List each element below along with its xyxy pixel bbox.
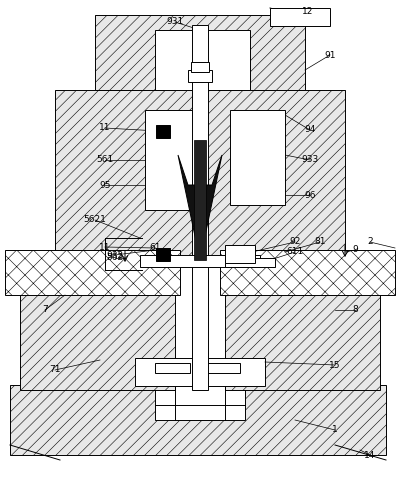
Text: 61: 61 (149, 243, 161, 252)
Text: 15: 15 (329, 360, 341, 370)
Bar (10, 385, 386, 455)
Bar (145, 110, 195, 210)
Bar (191, 62, 209, 72)
Bar (270, 8, 330, 26)
Bar (95, 15, 305, 90)
Bar (155, 30, 250, 90)
Text: 7: 7 (42, 305, 48, 314)
Text: 6: 6 (155, 255, 161, 264)
Bar (155, 385, 245, 420)
Bar (230, 110, 285, 205)
Bar (135, 358, 265, 386)
Text: 92: 92 (289, 238, 301, 247)
Bar (140, 255, 260, 267)
Polygon shape (178, 155, 222, 260)
Text: 91: 91 (324, 50, 336, 60)
Text: 94: 94 (304, 125, 316, 134)
Bar (20, 255, 175, 390)
Text: 8: 8 (352, 305, 358, 314)
Text: 71: 71 (49, 365, 61, 374)
Bar (194, 140, 206, 260)
Text: 95: 95 (99, 180, 111, 190)
Text: 562: 562 (107, 253, 124, 263)
Text: 96: 96 (304, 191, 316, 200)
Bar (5, 250, 180, 295)
Bar (156, 125, 170, 138)
Text: 931: 931 (166, 17, 184, 26)
Bar (225, 245, 255, 263)
Text: 611: 611 (286, 248, 304, 256)
Text: 12: 12 (302, 8, 314, 16)
Text: 932: 932 (107, 251, 124, 260)
Text: 81: 81 (314, 238, 326, 247)
Text: 11: 11 (99, 242, 111, 252)
Text: 1: 1 (332, 425, 338, 434)
Bar (192, 25, 208, 390)
Text: 9: 9 (352, 245, 358, 254)
Text: 11: 11 (99, 123, 111, 132)
Text: 561: 561 (96, 156, 114, 165)
Bar (225, 255, 380, 390)
Bar (220, 250, 395, 295)
Bar (205, 363, 240, 373)
Text: 2: 2 (367, 238, 373, 247)
Bar (55, 90, 345, 260)
Text: 933: 933 (301, 156, 319, 165)
Text: 14: 14 (364, 451, 376, 459)
Bar (155, 363, 190, 373)
Bar (156, 248, 170, 261)
Text: 5621: 5621 (84, 216, 107, 225)
Bar (225, 258, 275, 267)
Bar (188, 70, 212, 82)
